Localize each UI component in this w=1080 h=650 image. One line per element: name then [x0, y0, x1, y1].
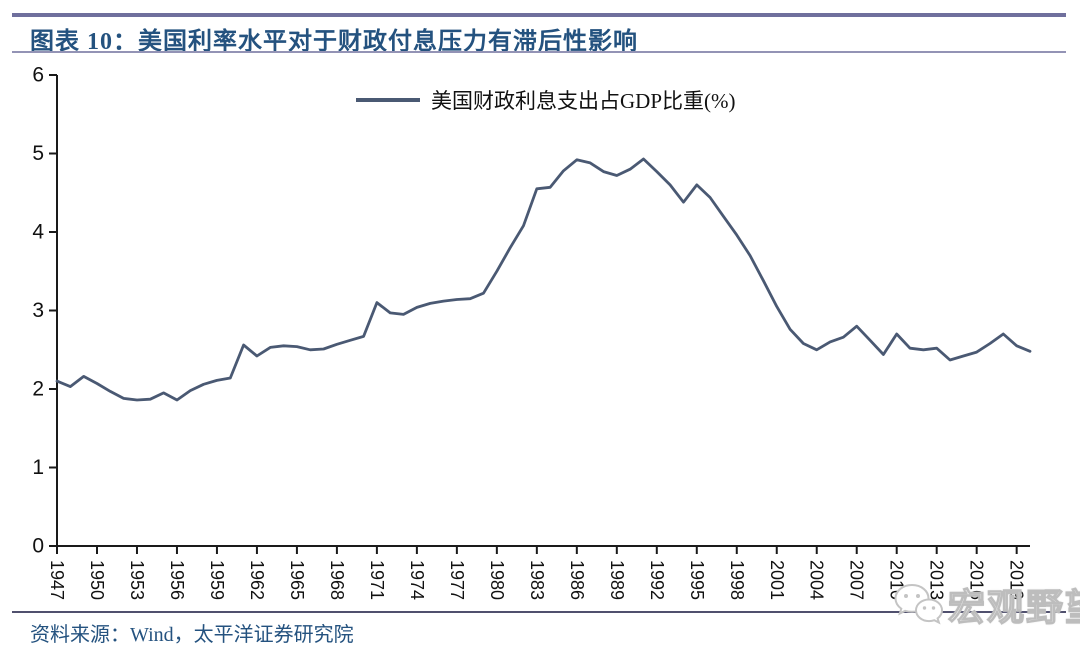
top-accent-bar: [12, 13, 1066, 17]
x-tick-label: 1998: [727, 560, 747, 600]
legend: 美国财政利息支出占GDP比重(%): [356, 88, 736, 113]
x-tick-label: 2013: [927, 560, 947, 600]
x-tick-label: 1986: [567, 560, 587, 600]
x-tick-label: 1962: [247, 560, 267, 600]
x-tick-label: 1977: [447, 560, 467, 600]
y-tick-label: 5: [32, 142, 44, 165]
y-tick-label: 4: [32, 221, 44, 244]
watermark: 宏观野望: [893, 577, 1080, 631]
x-tick-label: 1947: [47, 560, 67, 600]
x-tick-label: 1971: [367, 560, 387, 600]
footer-divider: [12, 611, 1066, 613]
x-tick-label: 2016: [967, 560, 987, 600]
x-tick-label: 1989: [607, 560, 627, 600]
x-tick-label: 1950: [87, 560, 107, 600]
data-line-series: [55, 157, 1032, 402]
x-tick-label: 1995: [687, 560, 707, 600]
x-tick-label: 2001: [767, 560, 787, 600]
y-tick-label: 3: [32, 299, 44, 322]
x-tick-label: 1980: [487, 560, 507, 600]
x-tick-label: 1983: [527, 560, 547, 600]
title-divider: [12, 51, 1066, 53]
x-tick-label: 1953: [127, 560, 147, 600]
legend-series-label: 美国财政利息支出占GDP比重(%): [431, 89, 736, 113]
y-tick-label: 0: [32, 535, 44, 558]
x-tick-label: 2007: [847, 560, 867, 600]
page-title: 图表 10：美国利率水平对于财政付息压力有滞后性影响: [30, 29, 638, 55]
y-tick-label: 2: [32, 378, 44, 401]
wechat-icon: [894, 583, 943, 625]
legend-line-swatch: [356, 98, 420, 102]
x-tick-label: 1968: [327, 560, 347, 600]
x-tick-label: 1956: [167, 560, 187, 600]
watermark-text: 宏观野望: [947, 587, 1080, 629]
x-tick-label: 2019: [1007, 560, 1027, 600]
x-tick-label: 1965: [287, 560, 307, 600]
x-tick-label: 1992: [647, 560, 667, 600]
y-tick-label: 6: [32, 64, 44, 87]
x-tick-label: 1974: [407, 560, 427, 600]
x-tick-label: 2004: [807, 560, 827, 600]
x-tick-label: 1959: [207, 560, 227, 600]
source-note: 资料来源：Wind，太平洋证券研究院: [30, 624, 354, 646]
y-tick-label: 1: [32, 456, 44, 479]
